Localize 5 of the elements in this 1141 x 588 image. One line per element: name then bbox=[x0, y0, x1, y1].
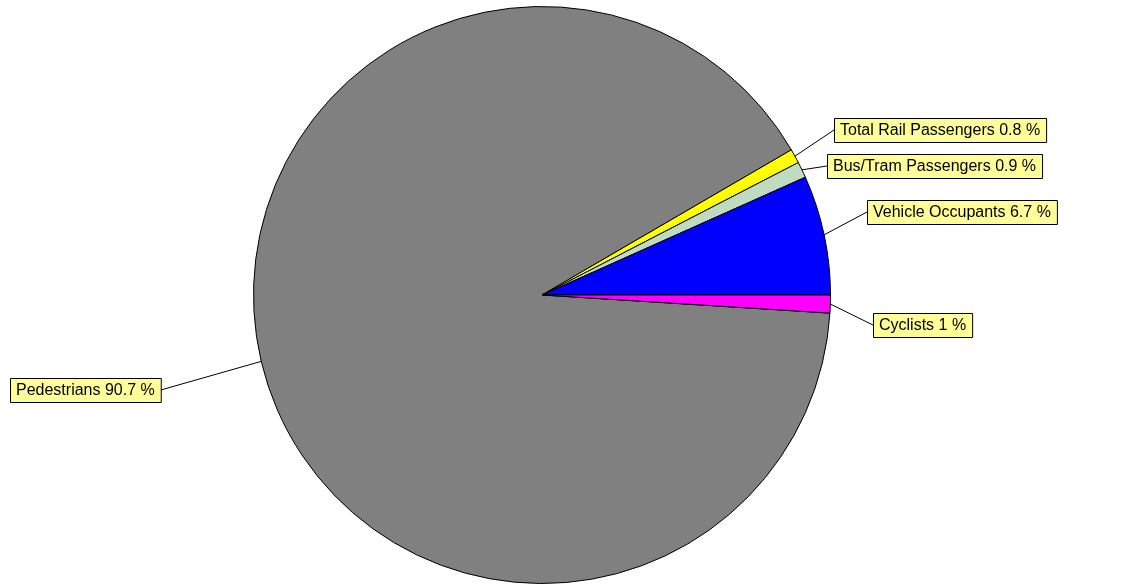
slice-label: Total Rail Passengers 0.8 % bbox=[840, 121, 1041, 139]
slice-label: Vehicle Occupants 6.7 % bbox=[873, 203, 1051, 221]
slice-label: Bus/Tram Passengers 0.9 % bbox=[833, 157, 1037, 175]
slice-label: Cyclists 1 % bbox=[879, 316, 967, 334]
slice-label: Pedestrians 90.7 % bbox=[16, 381, 155, 399]
